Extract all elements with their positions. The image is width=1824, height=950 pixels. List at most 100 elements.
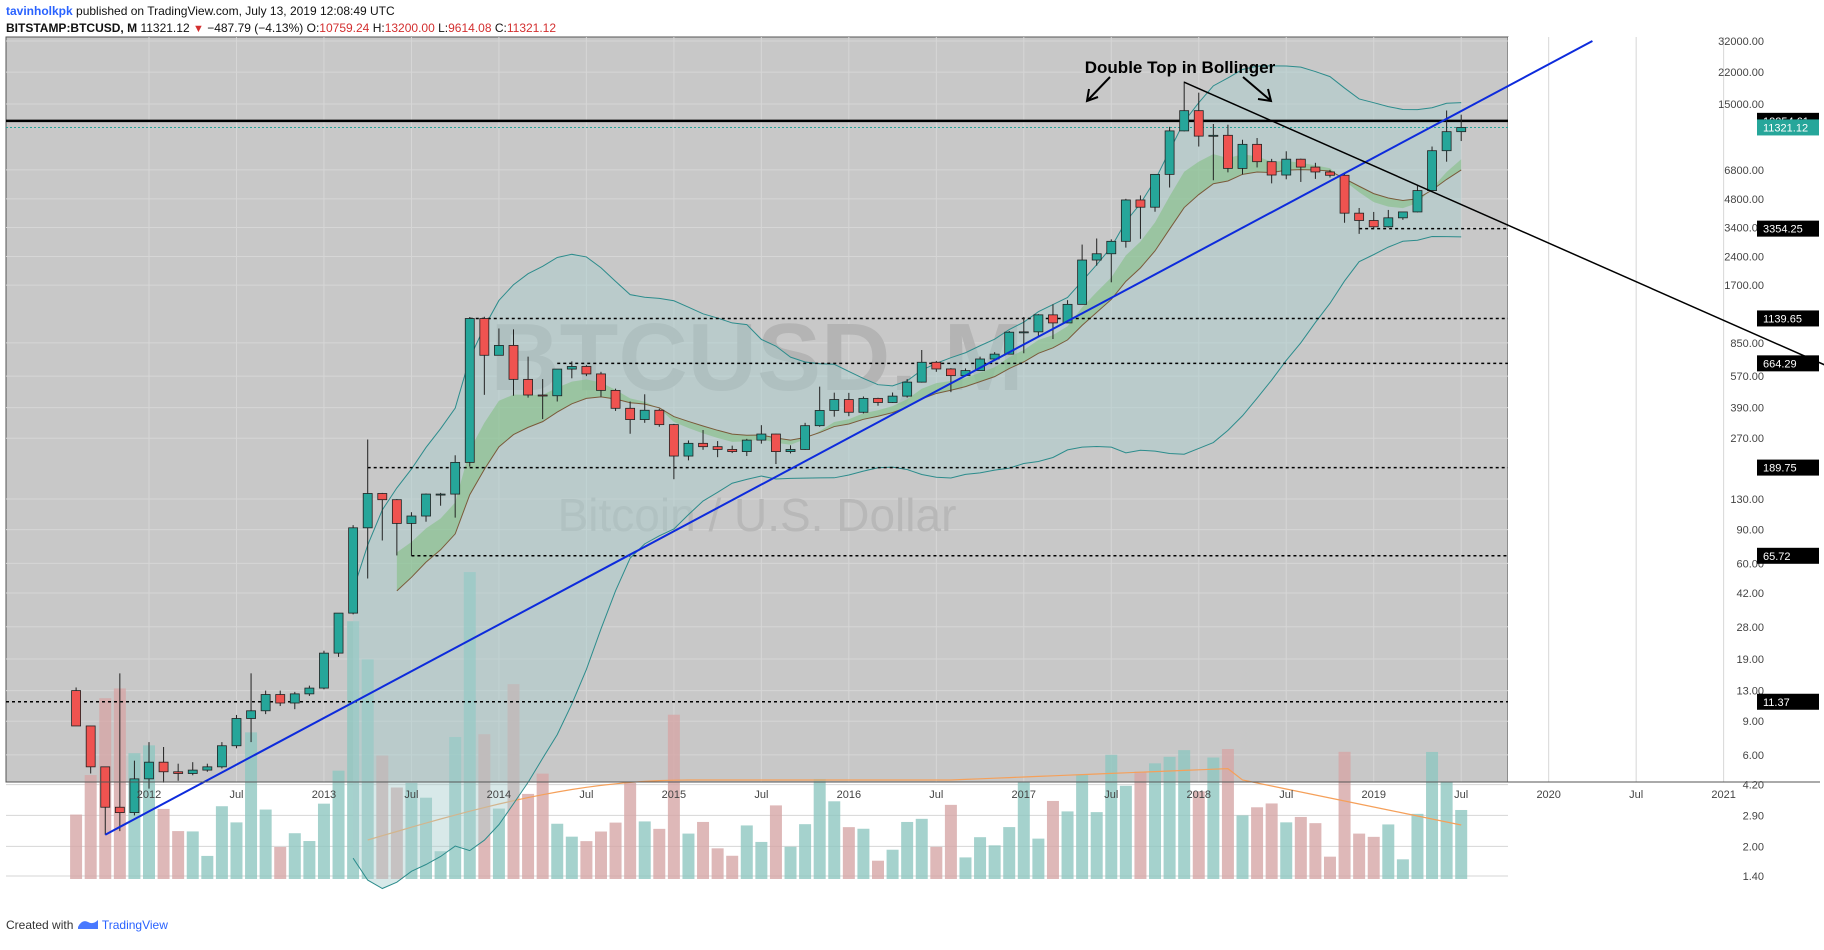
volume-bar [1207,757,1220,879]
candle [1295,158,1306,182]
candle [1033,314,1044,337]
candle [421,493,431,522]
candle [610,388,621,411]
high-value: 13200.00 [384,21,435,35]
price-marker-label: 11321.12 [1763,122,1808,134]
volume-bar [172,831,185,879]
volume-bar [1119,785,1132,879]
candle-body-down [1193,110,1204,137]
candle-body-down [1266,161,1277,176]
time-tick-label: 2021 [1711,789,1735,801]
author-link[interactable]: tavinholkpk [6,4,73,18]
last-price: 11321.12 [140,21,190,35]
price-tick-label: 130.00 [1730,494,1764,506]
volume-bar [1338,751,1351,879]
volume-bar [1382,824,1395,879]
footer: Created with TradingView [6,918,168,932]
candle-body-up [887,395,898,403]
volume-pane [70,572,1468,879]
volume-bar [1105,754,1118,879]
volume-ma-line [367,767,1462,841]
tradingview-link[interactable]: TradingView [101,918,168,932]
candle-body-up [1150,173,1160,208]
candle [625,401,636,434]
candle-body-up [246,710,256,719]
time-tick-label: Jul [1629,789,1643,801]
candle [1427,146,1437,191]
candle [348,525,359,615]
volume-bar [1236,815,1249,879]
candle-body-down [873,397,883,403]
candle [1120,198,1131,248]
candle-body-up [333,612,344,654]
candle [596,371,606,397]
candle [698,430,708,450]
volume-bar [1017,782,1030,879]
candle [173,763,184,781]
candle [1397,211,1408,220]
candle-body-up [348,527,359,614]
time-tick-label: Jul [1104,789,1118,801]
price-tick-label: 9.00 [1743,716,1764,728]
candle [260,690,271,715]
publish-line: tavinholkpk published on TradingView.com… [6,3,1806,20]
volume-bar [857,828,870,879]
volume-bar [361,659,374,879]
candle-body-up [1383,217,1394,228]
volume-bar [697,821,710,879]
price-tick-label: 570.00 [1730,371,1764,383]
volume-bar [536,773,549,879]
trendlines [104,40,1824,836]
price-tick-label: 90.00 [1736,525,1764,537]
volume-bar [784,846,797,879]
time-tick-label: Jul [1454,789,1468,801]
candle [1339,173,1350,223]
candle-body-up [1091,253,1102,261]
candle-body-up [639,409,650,420]
candle [1383,209,1394,228]
candle-body-up [1077,259,1088,305]
volume-bar [1192,791,1205,879]
candle [435,492,446,506]
volume-bar [1353,833,1366,879]
candle-body-down [843,399,854,413]
time-tick-label: Jul [1279,789,1293,801]
volume-bar [1061,811,1074,879]
volume-bar [317,803,330,879]
open-value: 10759.24 [319,21,370,35]
price-marker-box [1757,119,1819,136]
volume-bar [594,831,607,879]
volume-bar [215,806,228,879]
candle [479,316,490,395]
candle-body-down [1325,171,1335,176]
candle [741,438,752,457]
candle [1325,169,1335,178]
candle [1208,123,1219,181]
close-value: 11321.12 [506,21,557,35]
close-label: C: [494,21,507,35]
price-marker-box [1757,547,1819,564]
candle-body-down [508,345,519,380]
candle [1004,331,1015,355]
candle [654,408,665,427]
candles [71,81,1467,835]
candle [814,386,825,427]
volume-bar [1003,827,1016,879]
price-tick-label: 270.00 [1730,433,1764,445]
price-tick-label: 4.20 [1743,780,1764,792]
candle [1368,211,1379,229]
volume-bar [711,848,724,879]
candle-body-down [1223,134,1233,169]
candle-body-down [158,761,169,773]
candle-body-up [304,687,315,695]
candle-body-down [1252,143,1262,163]
candle [1135,195,1146,239]
candle-body-up [362,493,373,529]
candle-body-down [668,424,679,457]
price-axis-background [1508,37,1820,782]
candle [873,397,883,406]
candle-body-down [712,446,723,450]
price-tick-label: 2.00 [1743,841,1764,853]
